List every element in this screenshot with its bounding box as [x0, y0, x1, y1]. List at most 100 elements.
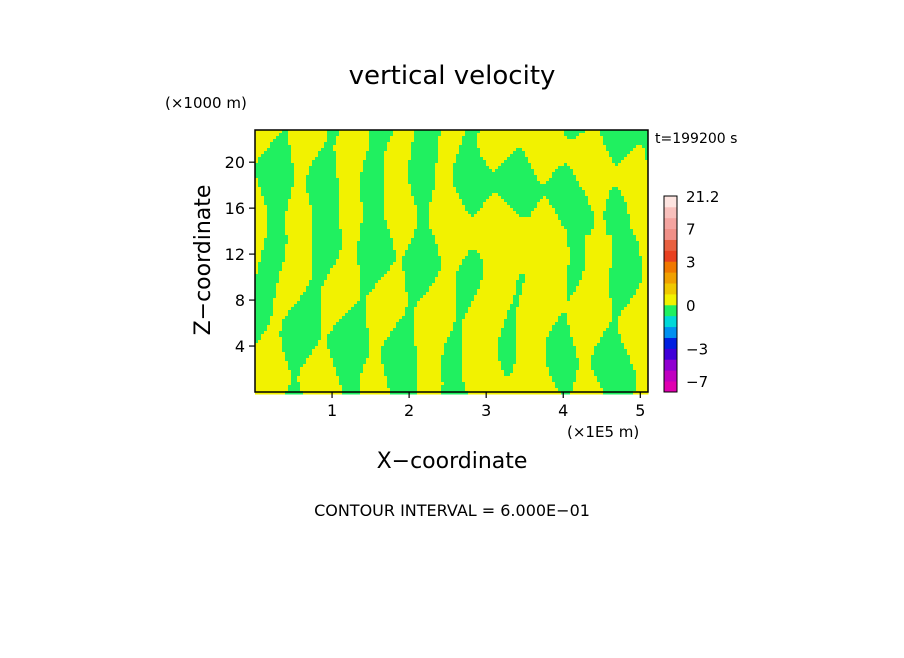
- field-cell: [369, 154, 373, 158]
- field-cell: [387, 160, 391, 164]
- field-cell: [591, 151, 595, 155]
- field-cell: [312, 148, 316, 152]
- field-cell: [603, 157, 607, 161]
- field-cell: [336, 190, 340, 194]
- field-cell: [258, 235, 262, 239]
- field-cell: [342, 184, 346, 188]
- field-cell: [441, 157, 445, 161]
- field-cell: [321, 184, 325, 188]
- field-cell: [444, 130, 448, 134]
- field-cell: [456, 229, 460, 233]
- field-cell: [540, 163, 544, 167]
- field-cell: [630, 187, 634, 191]
- field-cell: [402, 130, 406, 134]
- field-cell: [621, 211, 625, 215]
- field-cell: [300, 232, 304, 236]
- field-cell: [567, 211, 571, 215]
- field-cell: [291, 202, 295, 206]
- field-cell: [510, 238, 514, 242]
- field-cell: [516, 220, 520, 224]
- field-cell: [324, 184, 328, 188]
- field-cell: [285, 205, 289, 209]
- field-cell: [600, 145, 604, 149]
- field-cell: [321, 181, 325, 185]
- field-cell: [294, 196, 298, 200]
- field-cell: [495, 166, 499, 170]
- field-cell: [447, 187, 451, 191]
- field-cell: [390, 208, 394, 212]
- field-cell: [531, 139, 535, 143]
- field-cell: [582, 154, 586, 158]
- field-cell: [270, 157, 274, 161]
- field-cell: [618, 178, 622, 182]
- field-cell: [498, 139, 502, 143]
- field-cell: [273, 226, 277, 230]
- field-cell: [315, 214, 319, 218]
- field-cell: [378, 223, 382, 227]
- field-cell: [396, 235, 400, 239]
- field-cell: [627, 154, 631, 158]
- field-cell: [555, 151, 559, 155]
- field-cell: [633, 223, 637, 227]
- field-cell: [378, 166, 382, 170]
- field-cell: [411, 205, 415, 209]
- field-cell: [345, 148, 349, 152]
- field-cell: [486, 223, 490, 227]
- field-cell: [303, 157, 307, 161]
- field-cell: [345, 151, 349, 155]
- field-cell: [447, 229, 451, 233]
- field-cell: [300, 235, 304, 239]
- field-cell: [606, 166, 610, 170]
- field-cell: [357, 166, 361, 170]
- field-cell: [486, 220, 490, 224]
- field-cell: [441, 193, 445, 197]
- field-cell: [405, 166, 409, 170]
- field-cell: [294, 244, 298, 248]
- field-cell: [618, 175, 622, 179]
- field-cell: [345, 229, 349, 233]
- field-cell: [477, 241, 481, 245]
- field-cell: [489, 214, 493, 218]
- field-cell: [501, 160, 505, 164]
- field-cell: [618, 235, 622, 239]
- field-cell: [546, 196, 550, 200]
- field-cell: [465, 199, 469, 203]
- field-cell: [549, 148, 553, 152]
- field-cell: [633, 133, 637, 137]
- field-cell: [444, 199, 448, 203]
- field-cell: [516, 139, 520, 143]
- field-cell: [291, 175, 295, 179]
- field-cell: [525, 229, 529, 233]
- field-cell: [357, 130, 361, 134]
- field-cell: [486, 208, 490, 212]
- field-cell: [279, 226, 283, 230]
- field-cell: [354, 169, 358, 173]
- field-cell: [477, 184, 481, 188]
- field-cell: [468, 184, 472, 188]
- field-cell: [270, 217, 274, 221]
- field-cell: [435, 217, 439, 221]
- field-cell: [408, 139, 412, 143]
- field-cell: [411, 199, 415, 203]
- field-cell: [528, 166, 532, 170]
- field-cell: [609, 208, 613, 212]
- field-cell: [330, 205, 334, 209]
- field-cell: [597, 211, 601, 215]
- field-cell: [444, 229, 448, 233]
- field-cell: [543, 214, 547, 218]
- field-cell: [579, 148, 583, 152]
- field-cell: [270, 208, 274, 212]
- field-cell: [444, 148, 448, 152]
- field-cell: [627, 151, 631, 155]
- field-cell: [312, 202, 316, 206]
- field-cell: [555, 163, 559, 167]
- field-cell: [633, 172, 637, 176]
- field-cell: [300, 172, 304, 176]
- field-cell: [315, 166, 319, 170]
- field-cell: [570, 157, 574, 161]
- field-cell: [546, 151, 550, 155]
- field-cell: [285, 172, 289, 176]
- field-cell: [510, 220, 514, 224]
- field-cell: [615, 208, 619, 212]
- field-cell: [447, 184, 451, 188]
